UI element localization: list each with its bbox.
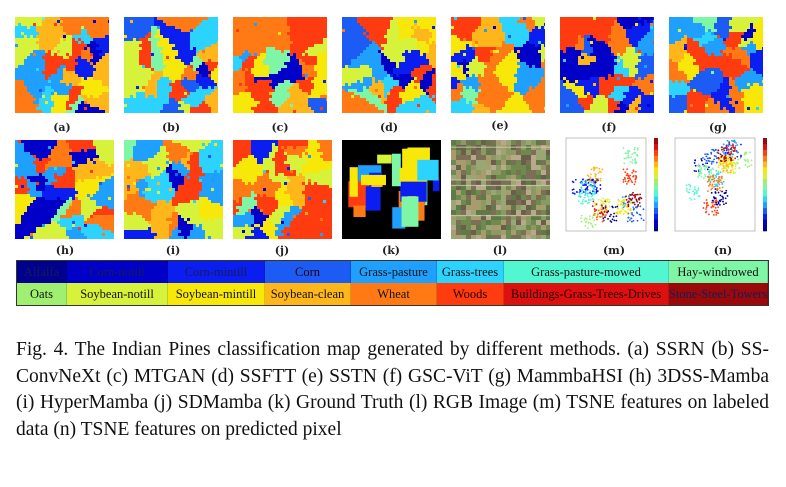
figure-caption: Fig. 4. The Indian Pines classification … [16, 339, 769, 440]
panel-h [15, 140, 114, 239]
panel-label-n: (n) [713, 244, 733, 257]
legend-stone-steel-towers: Stone-Steel-Towers [669, 283, 768, 305]
panel-e [451, 17, 545, 113]
panel-label-m: (m) [602, 244, 626, 257]
legend-oats: Oats [17, 283, 67, 305]
legend-soybean-mintill: Soybean-mintill [168, 283, 265, 305]
legend-hay-windrowed: Hay-windrowed [669, 261, 768, 283]
panel-k [342, 140, 441, 239]
legend-buildings-grass-trees-drives: Buildings-Grass-Trees-Drives [504, 283, 669, 305]
panel-j [233, 140, 332, 239]
panel-b [124, 17, 218, 113]
panel-label-j: (j) [274, 244, 290, 257]
panel-label-l: (l) [492, 244, 508, 257]
legend-woods: Woods [437, 283, 504, 305]
panel-label-c: (c) [271, 121, 289, 134]
legend-corn-mintill: Corn-mintill [168, 261, 265, 283]
class-legend: Alfalfa Corn-notill Corn-mintill Corn Gr… [16, 260, 769, 306]
legend-alfalfa: Alfalfa [17, 261, 67, 283]
legend-soybean-clean: Soybean-clean [265, 283, 351, 305]
panel-c [233, 17, 327, 113]
legend-grass-pasture: Grass-pasture [351, 261, 437, 283]
panel-label-i: (i) [165, 244, 181, 257]
panel-a [15, 17, 109, 113]
legend-wheat: Wheat [351, 283, 437, 305]
panel-label-g: (g) [708, 121, 728, 134]
panel-label-h: (h) [55, 244, 75, 257]
panel-m [560, 134, 662, 239]
legend-corn: Corn [265, 261, 351, 283]
panel-n [669, 134, 771, 239]
legend-grass-trees: Grass-trees [437, 261, 504, 283]
panel-label-k: (k) [381, 244, 401, 257]
panel-label-a: (a) [53, 121, 71, 134]
legend-soybean-notill: Soybean-notill [67, 283, 168, 305]
panel-g [669, 17, 763, 113]
panel-l [451, 140, 550, 239]
panel-label-d: (d) [379, 121, 399, 134]
panel-label-e: (e) [491, 119, 509, 132]
legend-corn-notill: Corn-notill [67, 261, 168, 283]
legend-grass-pasture-mowed: Grass-pasture-mowed [504, 261, 669, 283]
panel-d [342, 17, 436, 113]
panel-i [124, 140, 223, 239]
panel-label-b: (b) [161, 121, 181, 134]
panel-label-f: (f) [601, 121, 617, 134]
panel-f [560, 17, 654, 113]
